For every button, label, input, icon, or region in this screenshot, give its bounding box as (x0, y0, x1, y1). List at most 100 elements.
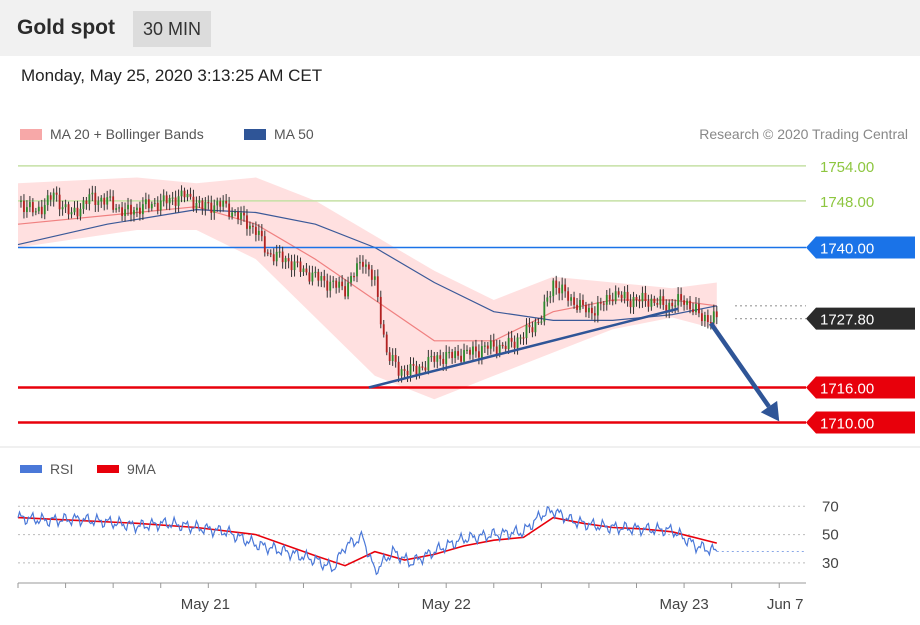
candle-down (382, 324, 385, 335)
candle-down (192, 196, 195, 209)
rsi-panel: 70 50 30 (17, 498, 839, 576)
candle-up (34, 211, 37, 213)
candle-up (483, 345, 486, 347)
candle-down (629, 300, 632, 308)
candle-down (576, 304, 578, 310)
timeframe-badge[interactable]: 30 MIN (133, 11, 211, 47)
rsi-line (17, 505, 718, 576)
candle-down (590, 307, 593, 314)
chart-header: Gold spot 30 MIN (0, 0, 920, 56)
candle-up (88, 194, 91, 204)
candle-up (231, 212, 234, 217)
candle-down (620, 294, 623, 299)
candle-up (302, 268, 305, 272)
candles (20, 185, 718, 383)
candle-down (692, 309, 694, 313)
candle-down (370, 269, 373, 280)
candle-up (454, 351, 457, 359)
candle-up (712, 311, 715, 323)
candle-down (599, 302, 602, 304)
candle-up (347, 282, 349, 297)
candle-up (519, 337, 522, 339)
candle-up (25, 207, 28, 212)
candle-up (549, 296, 552, 298)
candle-up (579, 299, 581, 310)
candle-down (326, 280, 329, 291)
candle-up (118, 207, 121, 209)
candle-up (180, 190, 183, 197)
candle-up (480, 346, 483, 358)
candle-up (278, 251, 281, 253)
candle-down (626, 291, 629, 301)
candle-down (528, 324, 531, 328)
candle-down (706, 315, 709, 323)
candle-down (246, 215, 248, 229)
candle-down (662, 296, 665, 305)
candle-down (647, 301, 650, 307)
candle-down (49, 195, 52, 200)
candle-down (424, 367, 427, 371)
candle-down (290, 261, 293, 271)
rsi-tick-label: 30 (822, 555, 839, 572)
candle-up (543, 301, 546, 322)
candle-up (97, 201, 100, 205)
ma20-legend-swatch (20, 129, 42, 140)
candle-up (463, 350, 465, 362)
candle-down (510, 337, 513, 342)
candle-down (323, 276, 326, 281)
candle-down (308, 272, 311, 282)
candle-down (40, 206, 43, 215)
candle-down (415, 365, 418, 375)
candle-down (335, 280, 338, 288)
candle-up (659, 296, 662, 305)
candle-down (617, 291, 620, 295)
candle-down (296, 261, 299, 263)
candle-down (67, 204, 70, 215)
candle-up (436, 355, 439, 362)
candle-down (266, 252, 269, 254)
candle-up (204, 202, 207, 210)
ma20-line (17, 206, 717, 342)
candle-down (680, 294, 683, 301)
candle-down (272, 254, 275, 262)
candle-up (153, 202, 156, 204)
candle-up (79, 208, 82, 217)
instrument-title: Gold spot (17, 16, 115, 39)
candle-down (513, 341, 516, 348)
candle-down (31, 202, 34, 213)
candle-down (593, 313, 596, 316)
candle-down (638, 299, 641, 302)
rsi-ma-legend-swatch (97, 465, 119, 473)
candle-down (715, 311, 718, 318)
candle-up (650, 298, 653, 307)
candle-up (332, 280, 335, 282)
candle-up (540, 321, 543, 323)
candle-down (353, 276, 355, 278)
x-axis-label: May 21 (181, 596, 230, 613)
candle-up (150, 203, 153, 209)
candle-down (656, 302, 659, 305)
candle-down (287, 258, 290, 262)
candle-up (359, 261, 361, 264)
candle-up (427, 356, 430, 371)
candle-down (317, 271, 320, 281)
candle-up (546, 297, 549, 302)
candle-down (76, 207, 79, 217)
candle-down (495, 346, 498, 355)
candle-down (362, 261, 364, 267)
pivot-price-label: 1740.00 (820, 241, 874, 258)
support-price-label: 1710.00 (820, 416, 874, 433)
candle-down (210, 202, 213, 213)
candle-up (168, 198, 171, 204)
forecast-arrow-head (760, 400, 780, 422)
candle-up (284, 258, 287, 263)
candle-up (507, 337, 510, 350)
ma50-line (17, 208, 717, 321)
candle-down (269, 253, 272, 255)
candle-down (421, 366, 424, 368)
candle-down (183, 190, 186, 198)
candle-down (653, 298, 656, 303)
support-price-tag (806, 376, 915, 399)
candle-down (460, 355, 462, 362)
